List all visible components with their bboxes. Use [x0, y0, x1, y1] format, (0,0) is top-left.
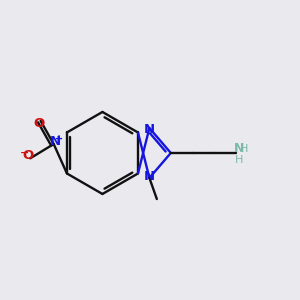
Text: N: N: [144, 170, 155, 183]
Text: N: N: [234, 142, 244, 155]
Text: O: O: [23, 149, 34, 162]
Text: N: N: [144, 123, 155, 136]
Text: −: −: [20, 148, 29, 158]
Text: O: O: [33, 117, 44, 130]
Text: +: +: [55, 134, 63, 144]
Text: H: H: [235, 154, 243, 164]
Text: H: H: [240, 144, 248, 154]
Text: N: N: [50, 135, 61, 148]
